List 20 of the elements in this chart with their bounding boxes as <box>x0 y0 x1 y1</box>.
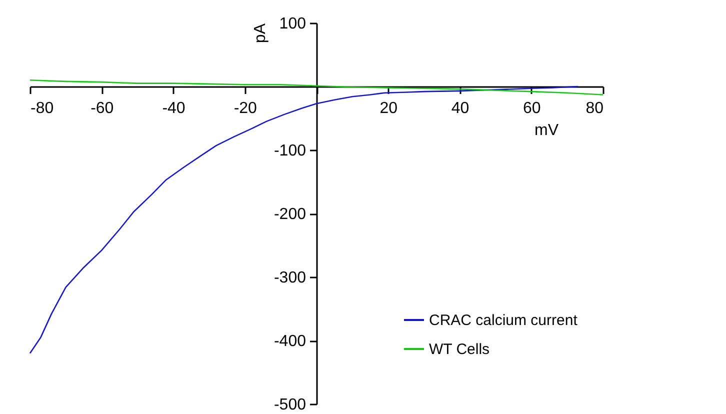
y-tick-label: -300 <box>274 270 306 286</box>
y-tick-label: -200 <box>274 206 306 223</box>
legend-label: WT Cells <box>429 341 490 358</box>
x-tick-label: -80 <box>30 100 54 117</box>
legend-label: CRAC calcium current <box>429 312 578 329</box>
y-axis-title: pA <box>252 23 269 44</box>
y-tick-label: -100 <box>274 142 306 160</box>
y-tick-label: -500 <box>274 396 306 414</box>
x-tick-label: 60 <box>522 100 541 117</box>
x-tick-label: -20 <box>234 100 258 117</box>
x-axis-title: mV <box>534 122 559 139</box>
x-tick-label: 20 <box>380 100 398 117</box>
y-tick-label: -400 <box>274 333 306 350</box>
line-series <box>29 86 579 354</box>
line-series <box>29 80 604 96</box>
y-tick-label: 100 <box>279 16 306 32</box>
x-tick-label: 40 <box>451 100 470 117</box>
x-tick-label: 80 <box>586 100 604 117</box>
x-tick-label: -40 <box>162 100 186 117</box>
x-tick-label: -60 <box>90 100 114 117</box>
